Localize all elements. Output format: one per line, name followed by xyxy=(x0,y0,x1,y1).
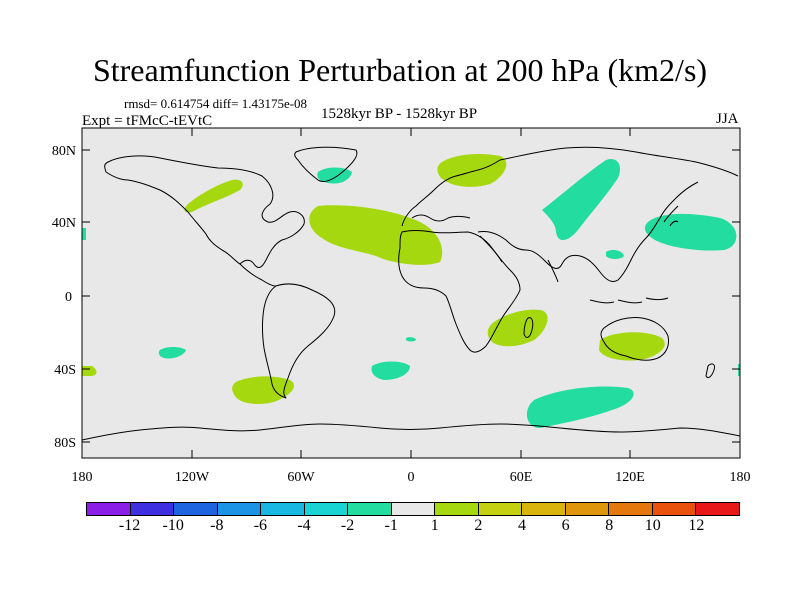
coast-africa xyxy=(398,230,521,353)
coast-arabia-india xyxy=(479,235,559,283)
lon-label-60e: 60E xyxy=(510,470,533,485)
coast-north-america xyxy=(104,155,305,268)
colorbar-label: 12 xyxy=(688,517,705,534)
colorbar-label: -6 xyxy=(253,517,268,534)
coast-australia xyxy=(600,317,669,361)
south-pacific-negative xyxy=(158,347,186,359)
colorbar-box xyxy=(303,502,349,516)
colorbar-box xyxy=(216,502,262,516)
positive-anomaly-group xyxy=(82,154,665,404)
north-atlantic-subtropical-positive xyxy=(309,205,443,265)
lat-label-40s: 40S xyxy=(54,363,76,378)
colorbar-label: 4 xyxy=(518,517,526,534)
colorbar-box xyxy=(521,502,566,516)
southern-africa-positive xyxy=(487,309,548,347)
lat-label-80n: 80N xyxy=(52,144,76,159)
lat-label-0: 0 xyxy=(65,290,72,305)
east-asia-small-negative xyxy=(606,249,624,259)
map-background xyxy=(82,128,740,458)
coastlines xyxy=(81,146,741,441)
lat-label-40n: 40N xyxy=(52,216,76,231)
australia-positive xyxy=(599,332,665,361)
colorbar-label: -10 xyxy=(162,517,184,534)
colorbar-label: 8 xyxy=(605,517,614,534)
lon-label-180w: 180 xyxy=(72,470,93,485)
colorbar-box xyxy=(173,502,218,516)
lon-ticks xyxy=(81,128,741,458)
colorbar-box xyxy=(260,502,305,516)
period-label: 1528kyr BP - 1528kyr BP xyxy=(321,106,478,122)
coast-central-america xyxy=(239,263,277,287)
colorbar-labels: -12 -10 -8 -6 -4 -2 -1 1 2 4 6 8 10 12 xyxy=(86,517,740,537)
colorbar-label: 6 xyxy=(561,517,570,534)
coast-madagascar xyxy=(523,317,534,338)
coast-greenland xyxy=(294,146,358,183)
colorbar-label: -12 xyxy=(118,517,141,534)
colorbar-label: -1 xyxy=(384,517,398,534)
chart-title: Streamfunction Perturbation at 200 hPa (… xyxy=(92,52,708,88)
colorbar-label: -2 xyxy=(340,517,355,534)
colorbar-label: -8 xyxy=(210,517,224,534)
colorbar-label: -4 xyxy=(297,517,311,534)
colorbar-box xyxy=(564,502,610,516)
north-pacific-japan-negative xyxy=(644,213,737,251)
colorbar-box xyxy=(347,502,392,516)
lat-ticks xyxy=(82,149,740,443)
colorbar-label: 1 xyxy=(430,517,439,534)
coast-japan xyxy=(663,205,679,227)
lon-label-60w: 60W xyxy=(287,470,315,485)
colorbar-box xyxy=(390,502,436,516)
colorbar-box xyxy=(695,502,740,516)
coast-antarctica xyxy=(81,423,741,441)
lat-label-80s: 80S xyxy=(54,436,76,451)
south-america-tip-positive xyxy=(232,376,295,404)
small-south-atlantic-negative xyxy=(406,337,416,342)
colorbar-box xyxy=(651,502,697,516)
coast-asia xyxy=(477,146,739,283)
colorbar-box xyxy=(434,502,479,516)
lon-label-180e: 180 xyxy=(730,470,751,485)
coast-indonesia xyxy=(589,297,669,304)
negative-anomaly-group xyxy=(82,158,740,428)
central-asia-negative xyxy=(542,158,621,241)
northern-europe-positive xyxy=(437,154,507,187)
south-atlantic-negative xyxy=(371,361,410,380)
colorbar xyxy=(86,502,740,516)
west-edge-negative xyxy=(82,228,86,240)
season-label: JJA xyxy=(716,111,739,127)
experiment-label: Expt = tFMcC-tEVtC xyxy=(82,113,213,129)
southern-indian-ocean-negative xyxy=(526,386,634,428)
colorbar-box xyxy=(129,502,175,516)
coast-europe xyxy=(401,159,501,227)
colorbar-label: 10 xyxy=(644,517,661,534)
colorbar-box xyxy=(608,502,653,516)
colorbar-box xyxy=(477,502,523,516)
lon-label-0: 0 xyxy=(408,470,415,485)
colorbar-label: 2 xyxy=(474,517,483,534)
colorbar-box xyxy=(86,502,131,516)
lon-label-120e: 120E xyxy=(615,470,645,485)
north-america-positive xyxy=(184,179,243,213)
coast-new-zealand xyxy=(705,363,715,379)
stats-text: rmsd= 0.614754 diff= 1.43175e-08 xyxy=(124,96,308,111)
coast-south-america xyxy=(262,283,336,399)
lon-label-120w: 120W xyxy=(175,470,210,485)
